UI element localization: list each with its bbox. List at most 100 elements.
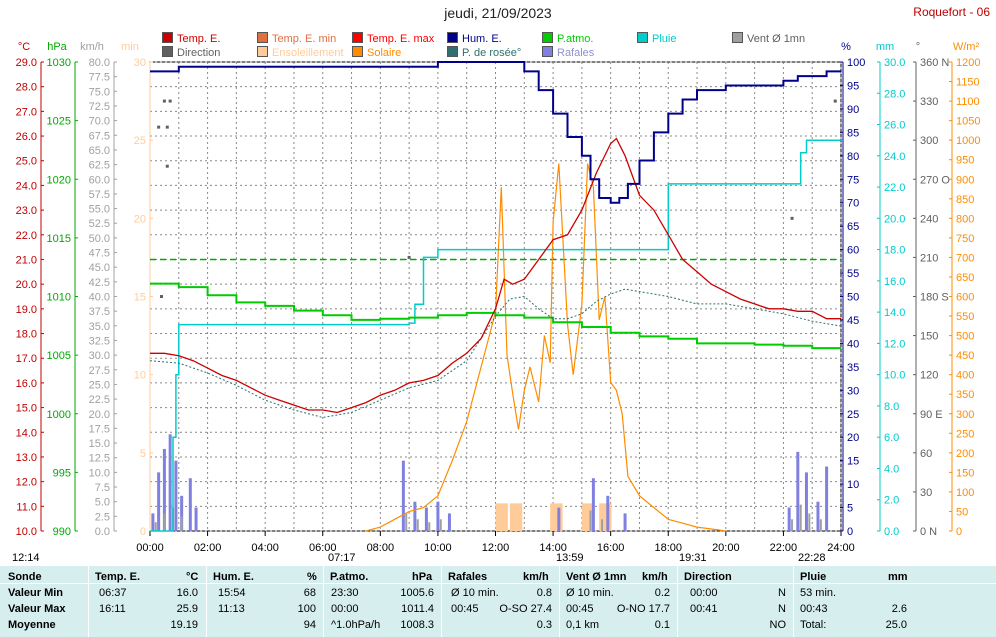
table-cell-hum-v: 68 <box>303 587 316 599</box>
wind-bar <box>601 519 604 531</box>
gust-bar <box>151 513 155 531</box>
axis-tick-label-temp: 17.0 <box>16 353 37 365</box>
gust-bar <box>162 448 166 531</box>
table-cell-label: Valeur Min <box>8 587 64 599</box>
table-cell-dir-t: 00:41 <box>690 603 718 615</box>
x-tick-label: 18:00 <box>654 542 682 554</box>
table-cell-vent-v: 0.1 <box>654 619 670 631</box>
axis-tick-label-direction: 150 <box>920 331 938 343</box>
axis-tick-label-humidity: 45 <box>847 315 859 327</box>
axis-tick-label-temp: 18.0 <box>16 329 37 341</box>
legend-label: Temp. E. max <box>367 33 435 45</box>
axis-tick-label-rain: 0.0 <box>884 526 899 538</box>
station-name[interactable]: Roquefort - 06 <box>913 5 990 19</box>
summary-table: Sonde Temp. E. °C Hum. E. % P.atmo. hPa … <box>0 566 996 637</box>
axis-tick-label-humidity: 85 <box>847 127 859 139</box>
table-cell-pluie-t: 00:43 <box>800 603 828 615</box>
axis-tick-label-temp: 19.0 <box>16 304 37 316</box>
wind-bar <box>799 504 802 531</box>
table-cell-vent-t: Ø 10 min. <box>566 587 614 599</box>
table-cell-pluie-t: Total: <box>800 619 827 631</box>
axis-tick-label-humidity: 70 <box>847 198 859 210</box>
axis-tick-label-wind: 35.0 <box>89 321 110 333</box>
axis-tick-label-temp: 10.0 <box>16 526 37 538</box>
weather-chart: 00:00 02:00 04:00 06:00 08:00 10:00 12:00 14:00… <box>16 41 981 554</box>
axis-tick-label-humidity: 100 <box>847 57 865 69</box>
axis-tick-label-pressure: 1020 <box>47 174 71 186</box>
axis-tick-label-minutes: 20 <box>134 213 146 225</box>
axis-tick-label-humidity: 50 <box>847 292 859 304</box>
table-header-vent-unit: km/h <box>642 571 668 583</box>
axis-tick-label-direction: 270 O <box>920 174 950 186</box>
axis-tick-label-rain: 6.0 <box>884 432 899 444</box>
table-cell-vent-v: O-NO 17.7 <box>616 603 670 615</box>
humidity-line <box>150 61 841 204</box>
axis-tick-label-temp: 24.0 <box>16 180 37 192</box>
wind-bar <box>819 519 822 531</box>
wind-bar <box>589 510 592 531</box>
axis-tick-label-direction: 60 <box>920 448 932 460</box>
legend-label: Rafales <box>557 47 595 59</box>
axis-tick-label-wind: 12.5 <box>89 453 110 465</box>
table-cell-raf-v: 0.8 <box>536 587 552 599</box>
axis-tick-label-rain: 18.0 <box>884 245 905 257</box>
table-cell-hum-t: 15:54 <box>218 587 246 599</box>
axis-tick-label-wind: 10.0 <box>89 467 110 479</box>
gust-bar <box>174 460 178 531</box>
axis-tick-label-solar: 650 <box>956 272 974 284</box>
wind-bar <box>428 522 431 531</box>
axis-tick-label-wind: 65.0 <box>89 145 110 157</box>
gust-bar <box>194 507 198 531</box>
table-divider <box>793 566 794 637</box>
axis-tick-label-rain: 28.0 <box>884 88 905 100</box>
axis-tick-label-temp: 22.0 <box>16 230 37 242</box>
axis-tick-label-temp: 11.0 <box>16 501 37 513</box>
unit-label: km/h <box>80 41 104 53</box>
axis-tick-label-direction: 90 E <box>920 409 943 421</box>
axis-tick-label-solar: 1000 <box>956 135 980 147</box>
legend-label: P. de rosée° <box>462 47 522 59</box>
legend-swatch <box>637 32 648 43</box>
axis-tick-label-solar: 1200 <box>956 57 980 69</box>
wind-bar <box>416 519 419 531</box>
axis-tick-label-humidity: 60 <box>847 245 859 257</box>
sun-right-label: 22:28 <box>798 552 826 564</box>
table-cell-patmo-v: 1011.4 <box>401 603 434 615</box>
axis-tick-label-humidity: 95 <box>847 80 859 92</box>
axis-tick-label-rain: 14.0 <box>884 307 905 319</box>
gust-bar <box>825 466 829 531</box>
legend-label: Solaire <box>367 47 402 59</box>
direction-point <box>407 255 411 259</box>
axis-tick-label-wind: 32.5 <box>89 335 110 347</box>
axis-tick-label-wind: 70.0 <box>89 116 110 128</box>
table-cell-temp-v: 16.0 <box>176 587 198 599</box>
gust-bar <box>816 501 820 531</box>
axis-tick-label-temp: 16.0 <box>16 378 37 390</box>
axis-tick-label-minutes: 25 <box>134 135 146 147</box>
table-cell-pluie-v: 25.0 <box>885 619 907 631</box>
gust-bar <box>424 507 428 531</box>
table-header-temp-unit: °C <box>186 571 199 583</box>
axis-tick-label-solar: 450 <box>956 350 974 362</box>
legend-swatch <box>162 46 173 57</box>
direction-point <box>168 99 172 103</box>
axis-tick-label-solar: 100 <box>956 487 974 499</box>
axis-tick-label-rain: 24.0 <box>884 151 905 163</box>
axis-tick-label-rain: 30.0 <box>884 57 905 69</box>
gust-bar <box>401 460 405 531</box>
table-divider <box>323 566 324 637</box>
axis-tick-label-minutes: 10 <box>134 370 146 382</box>
axis-tick-label-pressure: 1015 <box>47 233 71 245</box>
solar-line <box>365 163 726 532</box>
table-divider <box>441 566 442 637</box>
table-header-hum-unit: % <box>307 571 317 583</box>
axis-tick-label-humidity: 5 <box>847 503 853 515</box>
axis-tick-label-solar: 350 <box>956 389 974 401</box>
legend-item: Pluie <box>637 32 676 45</box>
table-cell-hum-v: 100 <box>297 603 316 615</box>
axis-tick-label-temp: 14.0 <box>16 427 37 439</box>
axis-tick-label-humidity: 40 <box>847 338 859 350</box>
table-header-temp: Temp. E. <box>95 571 141 583</box>
axis-tick-label-solar: 1050 <box>956 116 980 128</box>
legend-label: Pluie <box>652 33 677 45</box>
